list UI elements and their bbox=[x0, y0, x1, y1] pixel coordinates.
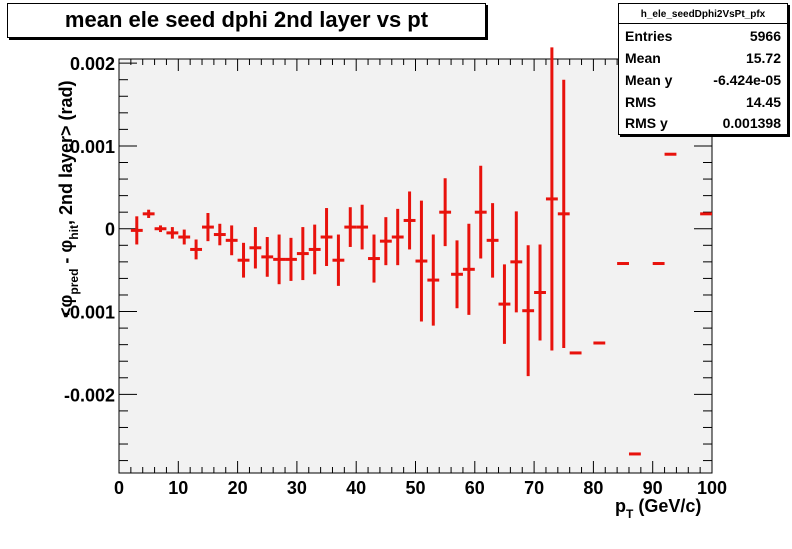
data-point bbox=[415, 200, 428, 322]
stats-box: h_ele_seedDphi2VsPt_pfx Entries 5966 Mea… bbox=[618, 3, 788, 135]
data-point bbox=[439, 178, 452, 247]
stats-value: 0.001398 bbox=[722, 115, 781, 131]
data-point bbox=[451, 240, 463, 309]
data-point bbox=[154, 225, 167, 233]
stats-histogram-name: h_ele_seedDphi2VsPt_pfx bbox=[619, 7, 787, 24]
stats-key: Entries bbox=[625, 28, 673, 44]
data-point bbox=[557, 79, 570, 348]
stats-row-rms: RMS 14.45 bbox=[625, 94, 781, 116]
stats-value: 5966 bbox=[749, 28, 781, 44]
svg-text:<φpred - φhit, 2nd layer> (rad: <φpred - φhit, 2nd layer> (rad) bbox=[56, 80, 81, 318]
x-tick-label: 0 bbox=[114, 478, 124, 498]
data-point bbox=[332, 234, 345, 286]
chart-title: mean ele seed dphi 2nd layer vs pt bbox=[64, 7, 429, 32]
chart-title-box: mean ele seed dphi 2nd layer vs pt bbox=[7, 3, 486, 38]
data-point bbox=[142, 209, 155, 218]
data-point bbox=[213, 223, 226, 246]
y-tick-label: 0.001 bbox=[70, 137, 115, 157]
stats-value: 15.72 bbox=[745, 50, 781, 66]
data-point bbox=[474, 165, 487, 259]
y-tick-label: -0.001 bbox=[64, 303, 115, 323]
data-point bbox=[510, 211, 523, 313]
x-tick-label: 90 bbox=[643, 478, 663, 498]
data-point bbox=[202, 213, 214, 242]
data-point bbox=[391, 208, 404, 266]
data-point bbox=[261, 237, 274, 277]
stats-row-rms-y: RMS y 0.001398 bbox=[625, 115, 781, 137]
x-tick-label: 60 bbox=[465, 478, 485, 498]
y-tick-label: 0 bbox=[105, 220, 115, 240]
data-point bbox=[178, 229, 191, 245]
x-tick-label: 100 bbox=[697, 478, 727, 498]
stats-row-mean: Mean 15.72 bbox=[625, 50, 781, 72]
data-point bbox=[403, 191, 416, 250]
data-point bbox=[498, 264, 511, 344]
data-point bbox=[166, 227, 179, 239]
data-point bbox=[190, 239, 203, 260]
data-point bbox=[237, 242, 250, 278]
x-tick-label: 70 bbox=[524, 478, 544, 498]
stats-row-entries: Entries 5966 bbox=[625, 28, 781, 50]
data-point bbox=[130, 216, 143, 245]
data-point bbox=[486, 203, 499, 278]
x-tick-label: 80 bbox=[583, 478, 603, 498]
stats-value: -6.424e-05 bbox=[713, 72, 781, 88]
x-tick-label: 50 bbox=[405, 478, 425, 498]
stats-row-mean-y: Mean y -6.424e-05 bbox=[625, 72, 781, 94]
data-point bbox=[379, 217, 392, 266]
data-point bbox=[462, 223, 475, 315]
data-point bbox=[368, 234, 380, 283]
stats-key: RMS bbox=[625, 94, 657, 110]
data-point bbox=[273, 234, 286, 285]
data-series bbox=[130, 47, 712, 456]
y-tick-label: 0.002 bbox=[70, 54, 115, 74]
x-tick-label: 10 bbox=[168, 478, 188, 498]
x-tick-label: 30 bbox=[287, 478, 307, 498]
x-axis: 0 10 20 30 40 50 60 70 80 90 100 bbox=[114, 59, 727, 498]
y-axis-label: <φpred - φhit, 2nd layer> (rad) bbox=[56, 80, 81, 318]
plot-frame bbox=[118, 58, 713, 474]
x-tick-label: 20 bbox=[228, 478, 248, 498]
data-point bbox=[356, 204, 369, 250]
data-point bbox=[285, 237, 297, 281]
data-point bbox=[296, 227, 309, 281]
data-point bbox=[545, 47, 558, 351]
stats-value: 14.45 bbox=[745, 94, 781, 110]
x-tick-label: 40 bbox=[346, 478, 366, 498]
data-point bbox=[225, 225, 238, 256]
data-point bbox=[320, 208, 333, 266]
data-point bbox=[308, 224, 321, 275]
stats-key: Mean y bbox=[625, 72, 673, 88]
data-point bbox=[249, 227, 262, 269]
data-point bbox=[427, 234, 440, 326]
stats-key: Mean bbox=[625, 50, 661, 66]
data-point bbox=[522, 245, 535, 377]
y-axis: -0.002 -0.001 0 0.001 0.002 bbox=[64, 54, 712, 462]
data-point bbox=[344, 207, 357, 247]
x-axis-label: pT (GeV/c) bbox=[615, 496, 701, 521]
stats-key: RMS y bbox=[625, 115, 668, 131]
data-point bbox=[534, 244, 546, 341]
y-tick-label: -0.002 bbox=[64, 385, 115, 405]
